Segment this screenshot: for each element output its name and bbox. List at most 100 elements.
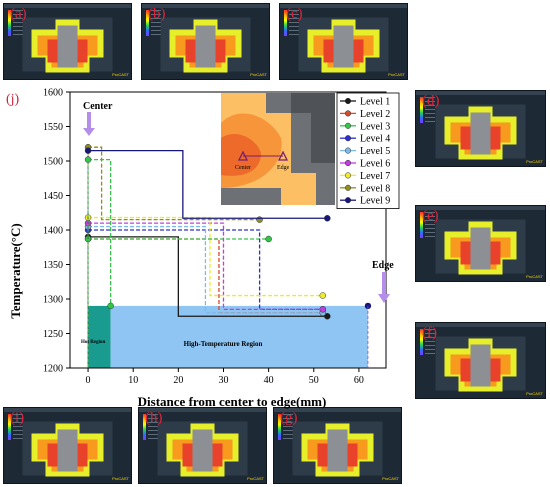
series-line-9 bbox=[88, 150, 328, 219]
colorbar bbox=[420, 212, 423, 238]
series-point-end bbox=[324, 215, 331, 222]
series-point-end bbox=[256, 216, 263, 223]
colorbar bbox=[278, 414, 281, 440]
series-line-7 bbox=[88, 216, 323, 297]
inset-center-label: Center bbox=[235, 165, 251, 171]
colorbar bbox=[8, 10, 11, 36]
panel-c: (c) ProCAST bbox=[279, 3, 408, 80]
software-tag: ProCAST bbox=[247, 476, 264, 481]
software-tag: ProCAST bbox=[388, 72, 405, 77]
region-hot_region bbox=[88, 305, 111, 368]
software-tag: ProCAST bbox=[112, 476, 129, 481]
y-tick-label: 1400 bbox=[43, 226, 63, 237]
legend-swatch-marker bbox=[344, 97, 352, 105]
colorbar bbox=[8, 414, 11, 440]
center-annotation: Center bbox=[83, 101, 113, 112]
series-point-end bbox=[324, 313, 331, 320]
legend-swatch-marker bbox=[344, 197, 352, 204]
panel-label: (b) bbox=[148, 6, 166, 22]
legend-swatch-marker bbox=[344, 172, 352, 179]
panel-b: (b) ProCAST bbox=[141, 3, 270, 80]
x-tick-label: 0 bbox=[86, 375, 91, 386]
chart-panel-label: (j) bbox=[6, 92, 20, 107]
x-axis-label: Distance from center to edge(mm) bbox=[138, 394, 327, 409]
series-point-end bbox=[319, 292, 327, 299]
legend-swatch-marker bbox=[344, 159, 352, 167]
series-line-10 bbox=[88, 158, 112, 306]
y-tick-label: 1250 bbox=[43, 329, 63, 340]
colorbar bbox=[420, 97, 423, 123]
legend-swatch-marker bbox=[344, 122, 352, 129]
chart-series bbox=[84, 143, 372, 368]
colorbar bbox=[420, 329, 423, 355]
software-tag: ProCAST bbox=[250, 72, 267, 77]
legend-label: Level 4 bbox=[360, 134, 390, 145]
edge-annotation: Edge bbox=[372, 260, 394, 271]
panel-e: (e) ProCAST bbox=[415, 205, 546, 282]
panel-label: (h) bbox=[145, 410, 163, 426]
x-tick-label: 10 bbox=[128, 375, 138, 386]
software-tag: ProCAST bbox=[382, 476, 399, 481]
panel-label: (a) bbox=[10, 6, 27, 22]
panel-a: (a) ProCAST bbox=[3, 3, 132, 80]
panel-d: (d) ProCAST bbox=[415, 90, 546, 167]
x-tick-label: 30 bbox=[218, 375, 228, 386]
legend-label: Level 1 bbox=[360, 97, 390, 108]
y-tick-label: 1200 bbox=[43, 364, 63, 375]
panel-label: (g) bbox=[280, 410, 298, 426]
inset-edge-label: Edge bbox=[277, 165, 290, 171]
high-temp-region-label: High-Temperature Region bbox=[184, 340, 263, 348]
x-tick-label: 60 bbox=[354, 375, 364, 386]
panel-label: (d) bbox=[422, 93, 440, 109]
chart-axes: 0 10 20 30 40 50 60 1200 1250 1300 1350 1400 1450 150… bbox=[43, 88, 364, 387]
y-tick-label: 1600 bbox=[43, 88, 63, 99]
legend-swatch-marker bbox=[344, 110, 352, 117]
series-line-6 bbox=[88, 222, 323, 311]
legend-swatch-marker bbox=[344, 184, 352, 191]
legend-swatch-marker bbox=[344, 135, 352, 142]
temperature-chart: 0 10 20 30 40 50 60 1200 1250 1300 1350 1400 1450 150… bbox=[6, 88, 400, 409]
x-tick-label: 50 bbox=[309, 375, 319, 386]
y-tick-label: 1450 bbox=[43, 191, 63, 202]
panel-label: (i) bbox=[10, 410, 25, 426]
panel-label: (c) bbox=[286, 6, 303, 22]
y-tick-label: 1550 bbox=[43, 122, 63, 133]
legend-label: Level 9 bbox=[360, 196, 390, 207]
y-tick-label: 1500 bbox=[43, 157, 63, 168]
legend-swatch-marker bbox=[344, 147, 352, 154]
series-line-8 bbox=[88, 146, 260, 221]
panel-g: (g) ProCAST bbox=[273, 407, 402, 484]
legend-label: Level 6 bbox=[360, 159, 390, 170]
series-point-end bbox=[107, 302, 114, 310]
legend-label: Level 5 bbox=[360, 146, 390, 157]
software-tag: ProCAST bbox=[112, 72, 129, 77]
colorbar bbox=[146, 10, 149, 36]
panel-h: (h) ProCAST bbox=[138, 407, 267, 484]
panel-label: (f) bbox=[422, 325, 437, 341]
y-tick-label: 1350 bbox=[43, 260, 63, 271]
software-tag: ProCAST bbox=[526, 274, 543, 279]
y-axis-label: Temperature(°C) bbox=[8, 223, 23, 318]
center-arrow bbox=[83, 112, 95, 136]
legend-label: Level 3 bbox=[360, 121, 390, 132]
inset-temperature-map: Center Edge bbox=[221, 93, 335, 205]
panel-label: (e) bbox=[422, 208, 439, 224]
software-tag: ProCAST bbox=[526, 391, 543, 396]
software-tag: ProCAST bbox=[526, 159, 543, 164]
legend-label: Level 2 bbox=[360, 109, 390, 120]
series-line-1 bbox=[88, 236, 328, 317]
colorbar bbox=[143, 414, 146, 440]
colorbar bbox=[284, 10, 287, 36]
hot-region-label: Hot Region bbox=[81, 340, 106, 345]
panel-i: (i) ProCAST bbox=[3, 407, 132, 484]
series-point-end bbox=[265, 235, 272, 243]
legend-label: Level 8 bbox=[360, 183, 390, 194]
legend-label: Level 7 bbox=[360, 171, 390, 182]
edge-arrow bbox=[378, 272, 390, 303]
x-tick-label: 40 bbox=[264, 375, 274, 386]
x-tick-label: 20 bbox=[173, 375, 183, 386]
panel-f: (f) ProCAST bbox=[415, 322, 546, 399]
series-point-end bbox=[319, 306, 327, 313]
y-tick-label: 1300 bbox=[43, 295, 63, 306]
